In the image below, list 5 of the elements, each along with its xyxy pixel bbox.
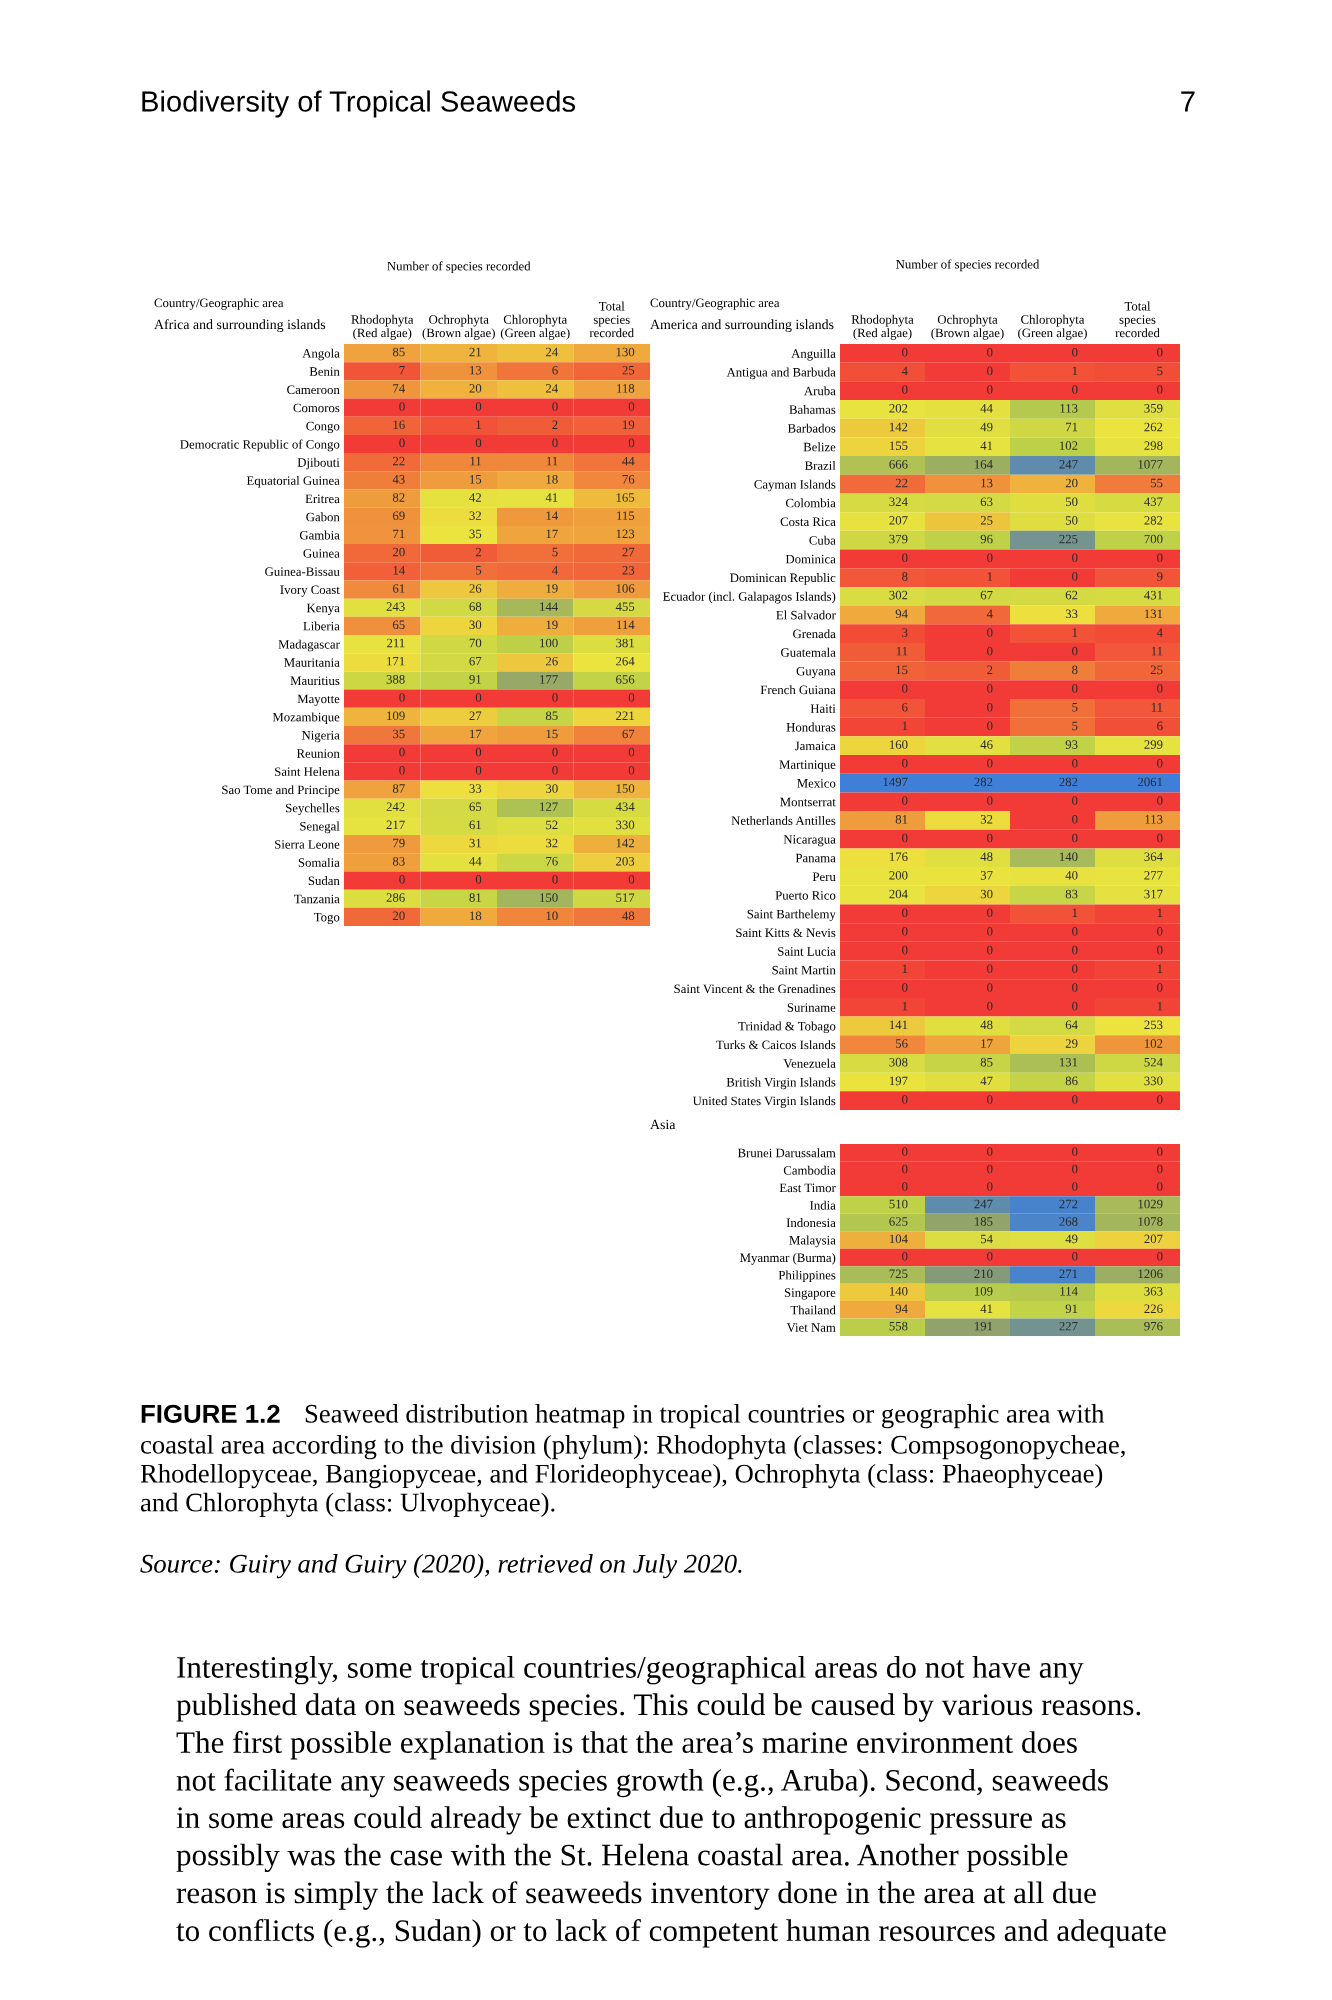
text: Biodiversity of Tropical Seaweeds bbox=[142, 90, 576, 118]
text: 7 bbox=[1181, 91, 1195, 112]
caption: FIGURE 1.2 Seaweed distribution heatmap in tropical countries or geographic area with coastal area according to the division (phylum): Rhodophyta (classes: Compsogonopycheae, Rhodellopyceae, Bangiopyceae, and Florideophyceae), Ochrophyta (class: Phaeophyceae) and Chlorophyta (class: Ulvophyceae). bbox=[140, 1404, 1125, 1518]
text: Interestingly, some tropical countries/geographical areas do not have any published data on seaweeds species. This could be caused by various reasons. The first possible explanation is that the area’s marine environment does not facilitate any seaweeds species growth (e.g., Aruba). Second, seaweeds in some areas could already be extinct due to anthropogenic pressure as possibly was the case with the St. Helena coastal area. Another possible reason is simply the lack of seaweeds inventory done in the area at all due to conflicts (e.g., Sudan) or to lack of competent human resources and adequate bbox=[176, 1656, 1166, 1948]
source-note: Source: Guiry and Guiry (2020), retrieved on July 2020. bbox=[140, 1554, 742, 1579]
